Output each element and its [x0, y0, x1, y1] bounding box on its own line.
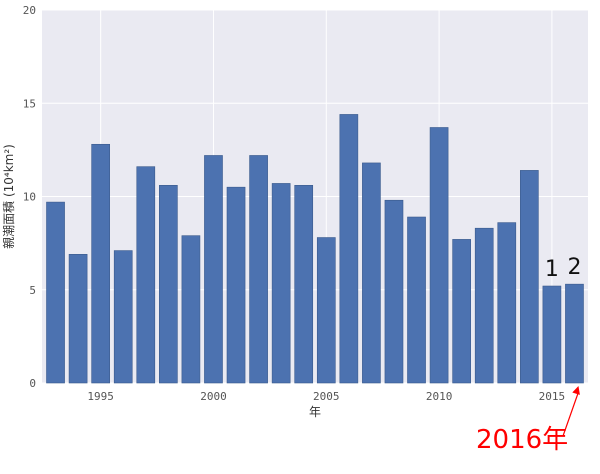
y-tick-label: 20 [23, 4, 36, 17]
x-axis-label: 年 [309, 405, 321, 419]
x-tick-label: 2015 [539, 390, 566, 403]
bar [565, 283, 584, 384]
x-tick-label: 2000 [200, 390, 227, 403]
bar [68, 254, 88, 384]
bar [226, 186, 246, 384]
bar [159, 185, 178, 384]
bar [91, 143, 110, 384]
bar [271, 183, 291, 384]
bar [429, 127, 449, 384]
bar-marker-label: 1 [545, 257, 559, 282]
bar [362, 162, 381, 384]
bar [249, 155, 268, 384]
y-tick-label: 15 [23, 97, 36, 110]
bar-marker-label: 2 [567, 255, 581, 280]
callout-annotation: 2016年 [476, 386, 580, 455]
y-tick-label: 5 [29, 284, 36, 297]
bar [497, 222, 517, 384]
callout-arrow-line [562, 391, 580, 437]
bar [339, 114, 359, 384]
bar [46, 201, 65, 384]
x-tick-label: 1995 [87, 390, 114, 403]
bar [407, 216, 426, 384]
bar [542, 285, 562, 384]
bar [294, 185, 314, 384]
y-axis-ticks: 0 5 10 15 20 [23, 4, 36, 390]
x-tick-label: 2005 [313, 390, 340, 403]
y-tick-label: 0 [29, 377, 36, 390]
callout-arrow-head [572, 386, 580, 395]
bar [474, 227, 494, 384]
bar [113, 250, 133, 384]
bar [204, 155, 223, 384]
bar [520, 170, 539, 384]
callout-label: 2016年 [476, 425, 568, 455]
y-tick-label: 10 [23, 191, 36, 204]
y-axis-label: 親潮面積 (10⁴km²) [1, 144, 16, 249]
bar [181, 235, 201, 384]
bar [316, 237, 336, 384]
x-axis-ticks: 1995 2000 2005 2010 2015 [87, 390, 565, 403]
x-tick-label: 2010 [426, 390, 453, 403]
bar [136, 166, 156, 384]
bars [46, 114, 584, 384]
bar [384, 199, 404, 384]
bar [452, 239, 471, 384]
